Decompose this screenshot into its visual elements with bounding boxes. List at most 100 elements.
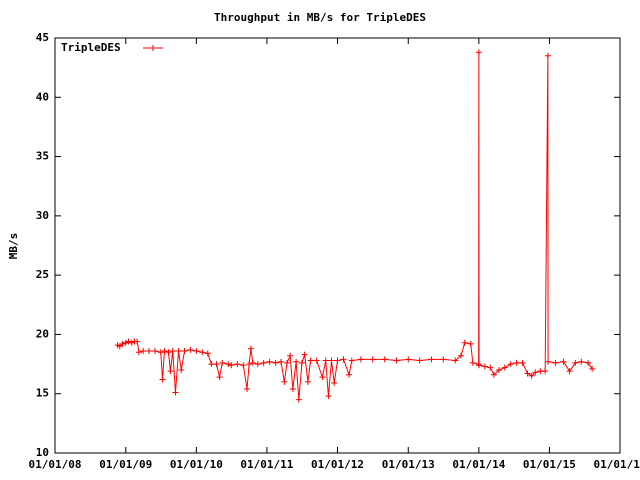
x-tick-label: 01/01/13: [382, 458, 435, 471]
point-marker: [298, 359, 305, 366]
point-marker: [566, 368, 573, 375]
point-marker: [544, 52, 551, 59]
point-marker: [246, 361, 253, 368]
x-tick-label: 01/01/11: [240, 458, 293, 471]
point-marker: [219, 359, 226, 366]
point-marker: [369, 356, 376, 363]
point-marker: [440, 356, 447, 363]
point-marker: [578, 358, 585, 365]
point-marker: [289, 385, 296, 392]
point-marker: [519, 359, 526, 366]
point-marker: [213, 361, 220, 368]
point-marker: [322, 357, 329, 364]
point-marker: [157, 349, 164, 356]
point-marker: [284, 359, 291, 366]
point-marker: [140, 348, 147, 355]
point-marker: [199, 349, 206, 356]
x-tick-label: 01/01/16: [594, 458, 640, 471]
point-marker: [475, 49, 482, 56]
point-marker: [128, 339, 135, 346]
y-tick-label: 20: [36, 327, 49, 340]
point-marker: [249, 359, 256, 366]
point-marker: [560, 358, 567, 365]
point-marker: [135, 349, 142, 356]
point-marker: [225, 361, 232, 368]
point-marker: [295, 396, 302, 403]
legend-swatch: [143, 45, 163, 51]
point-marker: [167, 368, 174, 375]
x-tick-label: 01/01/12: [311, 458, 364, 471]
point-marker: [528, 372, 535, 379]
point-marker: [348, 357, 355, 364]
point-marker: [334, 357, 341, 364]
point-marker: [507, 361, 514, 368]
point-marker: [169, 348, 176, 355]
point-marker: [589, 365, 596, 372]
point-marker: [490, 371, 497, 378]
point-marker: [381, 356, 388, 363]
point-marker: [247, 345, 254, 352]
point-marker: [524, 370, 531, 377]
point-marker: [244, 385, 251, 392]
point-marker: [428, 356, 435, 363]
point-marker: [234, 361, 241, 368]
point-marker: [532, 369, 539, 376]
point-marker: [501, 364, 508, 371]
point-marker: [134, 338, 141, 345]
point-marker: [458, 352, 465, 359]
point-marker: [161, 348, 168, 355]
x-tick-label: 01/01/08: [29, 458, 82, 471]
point-marker: [416, 357, 423, 364]
point-marker: [585, 359, 592, 366]
point-marker: [240, 362, 247, 369]
point-marker: [552, 359, 559, 366]
point-marker: [405, 356, 412, 363]
y-tick-label: 10: [36, 446, 49, 459]
chart-title: Throughput in MB/s for TripleDES: [214, 11, 426, 24]
point-marker: [254, 361, 261, 368]
point-marker: [187, 346, 194, 353]
point-marker: [287, 352, 294, 359]
point-marker: [293, 358, 300, 365]
x-tick-label: 01/01/15: [523, 458, 576, 471]
point-marker: [165, 349, 172, 356]
point-marker: [461, 339, 468, 346]
point-marker: [487, 364, 494, 371]
point-marker: [181, 348, 188, 355]
point-marker: [513, 359, 520, 366]
point-marker: [281, 378, 288, 385]
point-marker: [175, 348, 182, 355]
point-marker: [208, 361, 215, 368]
point-marker: [159, 376, 166, 383]
point-marker: [328, 357, 335, 364]
y-tick-label: 35: [36, 150, 49, 163]
y-tick-label: 25: [36, 268, 49, 281]
point-marker: [304, 378, 311, 385]
point-marker: [122, 339, 129, 346]
point-marker: [346, 371, 353, 378]
x-tick-label: 01/01/14: [452, 458, 505, 471]
point-marker: [495, 367, 502, 373]
x-tick-label: 01/01/09: [99, 458, 152, 471]
y-tick-label: 40: [36, 90, 49, 103]
point-marker: [266, 358, 273, 365]
y-axis-label: MB/s: [7, 233, 20, 260]
x-tick-label: 01/01/10: [170, 458, 223, 471]
point-marker: [542, 368, 549, 375]
point-marker: [325, 393, 332, 400]
y-tick-label: 30: [36, 209, 49, 222]
point-marker: [216, 374, 223, 381]
point-marker: [331, 380, 338, 387]
point-marker: [151, 348, 158, 355]
point-marker: [357, 356, 364, 363]
point-marker: [572, 359, 579, 366]
point-marker: [319, 374, 326, 381]
point-marker: [481, 363, 488, 370]
point-marker: [476, 362, 483, 369]
point-marker: [301, 351, 308, 358]
point-marker: [172, 389, 179, 396]
y-tick-label: 45: [36, 31, 49, 44]
point-marker: [272, 359, 279, 366]
